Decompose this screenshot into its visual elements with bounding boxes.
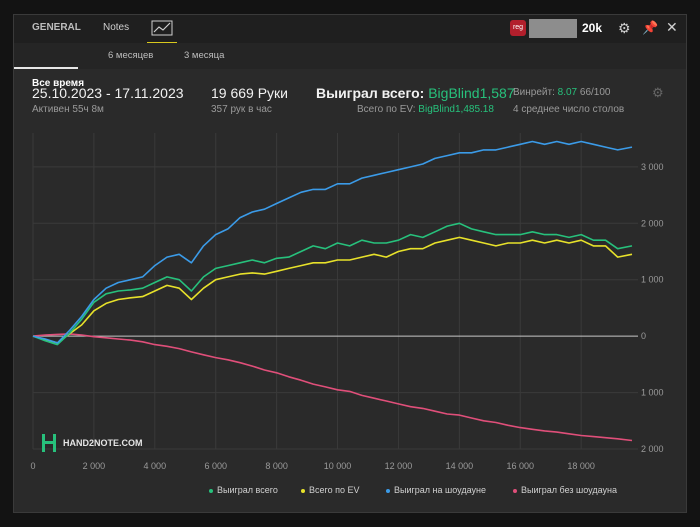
winrate-value: 8.07 [557,87,578,98]
legend-dot [301,488,305,493]
stats-panel: 25.10.2023 - 17.11.2023 Активен 55ч 8м 1… [14,69,686,125]
legend-label: Выиграл без шоудауна [521,485,617,495]
y-tick-label: 2 000 [641,444,664,454]
x-tick-label: 6 000 [204,461,227,471]
series-line-won-total [32,222,633,346]
x-tick-label: 8 000 [265,461,288,471]
period-3-months[interactable]: 3 месяца [184,50,225,61]
watermark-text: HAND2NOTE.COM [63,438,143,448]
watermark: HAND2NOTE.COM [41,433,143,458]
legend-item-won-total[interactable]: Выиграл всего [209,485,278,495]
reg-badge: reg [510,20,526,36]
results-chart: 0 2 000 4 000 6 000 8 000 10 000 12 000 14 000 1… [30,133,664,471]
top-bar: GENERAL Notes reg 20k ⚙ 📌 ✕ [14,15,686,44]
winrate-extra: 66/100 [579,87,611,98]
avg-tables: 4 среднее число столов [513,104,625,115]
ev-total: Всего по EV: BigBlind1,485.18 [357,104,494,115]
won-total: Выиграл всего: BigBlind1,587 [316,85,515,101]
y-tick-label: 1 000 [641,275,664,285]
hands-total: 19 669 Руки [211,85,288,101]
winrate-label: Винрейт: [513,87,555,98]
close-icon[interactable]: ✕ [666,19,678,35]
x-tick-label: 10 000 [324,461,352,471]
winrate: Винрейт: 8.07 66/100 [513,87,610,98]
x-tick-label: 16 000 [506,461,534,471]
series-line-ev-total [32,236,633,344]
x-tick-label: 0 [30,461,35,471]
series-line-showdown [32,140,633,344]
tab-notes[interactable]: Notes [103,22,130,33]
x-tick-label: 2 000 [83,461,106,471]
ev-label: Всего по EV: [357,104,416,115]
period-6-months[interactable]: 6 месяцев [108,50,154,61]
legend-label: Всего по EV [309,485,360,495]
tab-general[interactable]: GENERAL [32,22,81,33]
legend-item-non-showdown[interactable]: Выиграл без шоудауна [513,485,617,495]
hands-per-hour: 357 рук в час [211,104,272,115]
x-tick-label: 4 000 [144,461,167,471]
legend-label: Выиграл всего [217,485,278,495]
x-tick-label: 12 000 [385,461,413,471]
legend-dot [386,488,390,493]
legend-dot [513,488,517,493]
legend-dot [209,488,213,493]
y-tick-label: 0 [641,331,646,341]
gear-icon[interactable]: ⚙ [618,20,631,36]
graph-window: GENERAL Notes reg 20k ⚙ 📌 ✕ Все время 6 … [13,14,687,513]
player-name-box[interactable] [529,19,577,38]
legend-item-ev-total[interactable]: Всего по EV [301,485,359,495]
line-chart-icon [151,20,173,36]
period-all-time[interactable]: Все время [32,78,85,89]
ev-value: BigBlind1,485.18 [418,104,494,115]
series-line-non-showdown [32,333,633,442]
won-value: BigBlind1,587 [428,85,515,101]
pin-icon[interactable]: 📌 [642,20,659,35]
y-tick-label: 1 000 [641,388,664,398]
date-range: 25.10.2023 - 17.11.2023 [32,85,184,101]
y-tick-label: 3 000 [641,162,664,172]
x-tick-label: 18 000 [567,461,595,471]
x-tick-label: 14 000 [446,461,474,471]
chart-settings-icon[interactable]: ⚙ [652,85,664,100]
y-tick-label: 2 000 [641,218,664,228]
hands-count: 20k [582,21,603,35]
period-tabs: Все время 6 месяцев 3 месяца [14,43,686,89]
legend-label: Выиграл на шоудауне [394,485,486,495]
active-time: Активен 55ч 8м [32,104,104,115]
won-label: Выиграл всего: [316,85,425,101]
legend-item-showdown[interactable]: Выиграл на шоудауне [386,485,486,495]
period-active-indicator [14,67,78,69]
hand2note-logo-icon [42,434,56,452]
